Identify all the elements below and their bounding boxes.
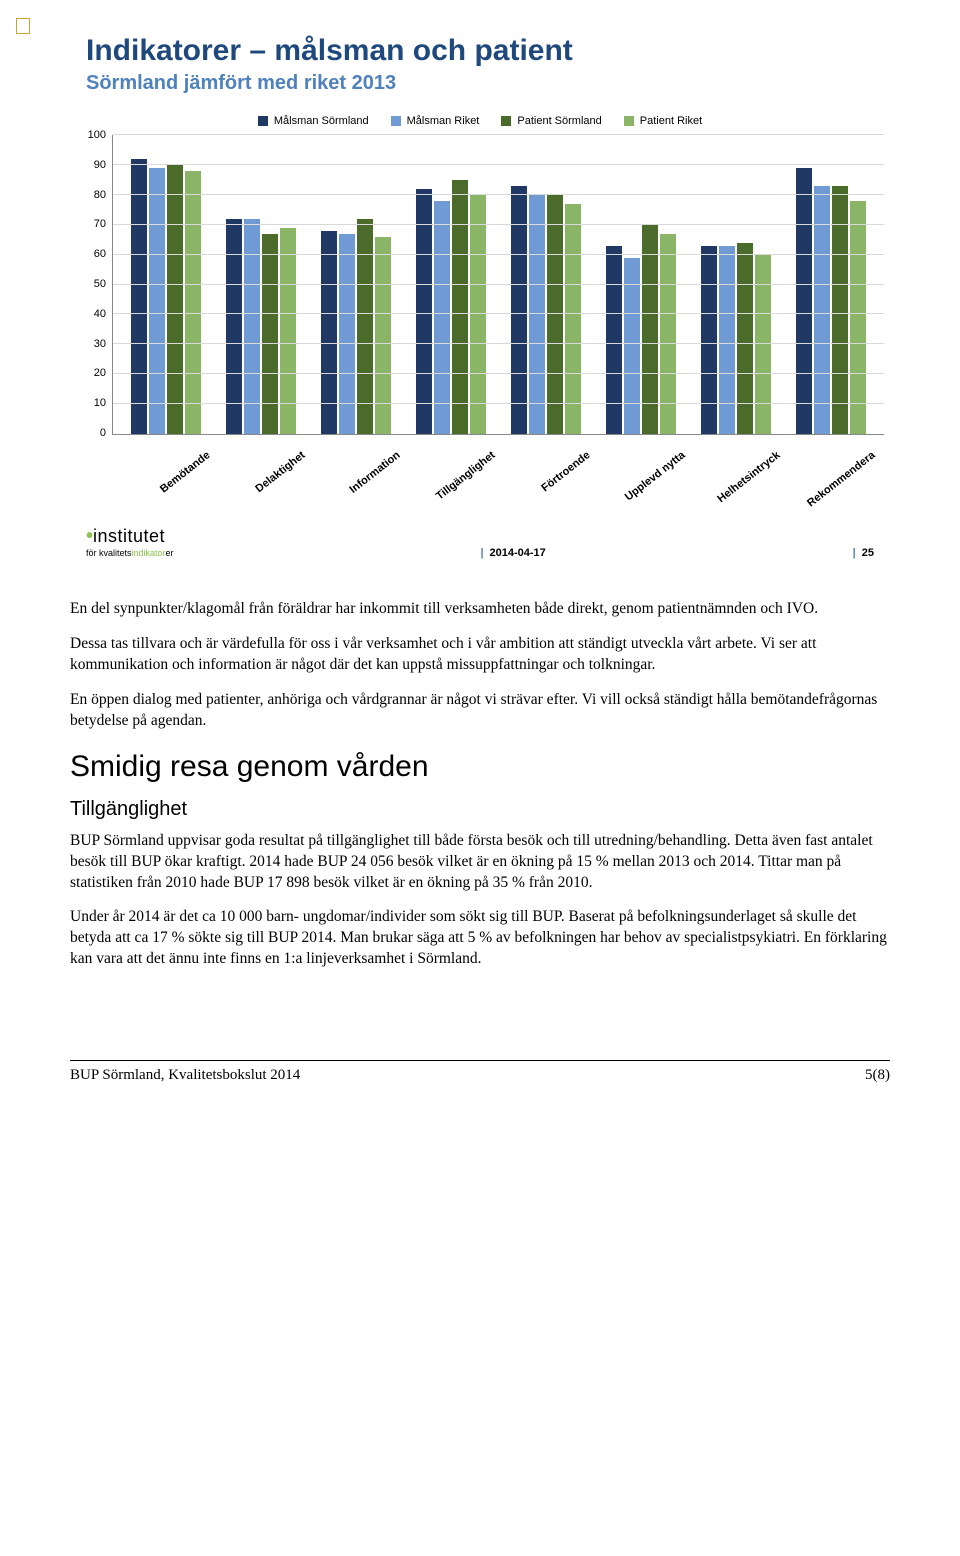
bar [606,246,622,434]
legend-item: Patient Sörmland [501,115,601,127]
bar [375,237,391,434]
annotation-icon [16,18,30,34]
legend-item: Målsman Riket [391,115,480,127]
bar [434,201,450,434]
bar [149,168,165,434]
paragraph: BUP Sörmland uppvisar goda resultat på t… [70,831,890,894]
legend-swatch [391,116,401,126]
paragraph: En del synpunkter/klagomål från föräldra… [70,599,890,620]
y-tick-label: 10 [76,397,106,409]
bar-group [783,135,878,434]
bar [547,195,563,434]
legend-swatch [501,116,511,126]
chart-subtitle: Sörmland jämfört med riket 2013 [86,72,874,95]
legend-label: Målsman Sörmland [274,115,369,127]
body-text: En del synpunkter/klagomål från föräldra… [70,599,890,970]
chart-date: |2014-04-17 [480,547,545,559]
bar [185,171,201,434]
plot-area [112,135,884,435]
chart-container: Indikatorer – målsman och patient Sörmla… [70,20,890,571]
footer-right: 5(8) [865,1067,890,1084]
section-heading: Smidig resa genom vården [70,750,890,784]
paragraph: Under år 2014 är det ca 10 000 barn- ung… [70,907,890,970]
bar [131,159,147,434]
legend-label: Patient Sörmland [517,115,601,127]
footer-left: BUP Sörmland, Kvalitetsbokslut 2014 [70,1067,300,1084]
bar [452,180,468,434]
bar [167,165,183,434]
y-tick-label: 50 [76,278,106,290]
bar [701,246,717,434]
bar [796,168,812,434]
bar [416,189,432,434]
bar-group [688,135,783,434]
subsection-heading: Tillgänglighet [70,798,890,821]
chart-title: Indikatorer – målsman och patient [86,34,874,68]
y-tick-label: 40 [76,308,106,320]
y-tick-label: 100 [76,129,106,141]
y-tick-label: 0 [76,427,106,439]
bar [737,243,753,434]
legend-label: Patient Riket [640,115,702,127]
y-tick-label: 80 [76,189,106,201]
y-tick-label: 60 [76,248,106,260]
paragraph: En öppen dialog med patienter, anhöriga … [70,690,890,732]
bar-group [404,135,499,434]
bar [470,195,486,434]
bar [850,201,866,434]
y-axis: 1009080706050403020100 [76,129,112,439]
y-tick-label: 20 [76,367,106,379]
bar-group [214,135,309,434]
bar [244,219,260,434]
y-tick-label: 70 [76,218,106,230]
bar [719,246,735,434]
bar-group [119,135,214,434]
legend-item: Målsman Sörmland [258,115,369,127]
y-tick-label: 90 [76,159,106,171]
chart-legend: Målsman Sörmland Målsman Riket Patient Sör… [76,97,884,135]
legend-swatch [624,116,634,126]
bar [226,219,242,434]
bar-group [499,135,594,434]
bar-group [593,135,688,434]
bar [529,195,545,434]
page-footer: BUP Sörmland, Kvalitetsbokslut 2014 5(8) [70,1060,890,1084]
bar [357,219,373,434]
x-axis: BemötandeDelaktighetInformationTillgängl… [112,439,884,513]
y-tick-label: 30 [76,338,106,350]
legend-item: Patient Riket [624,115,702,127]
bar [565,204,581,434]
legend-label: Målsman Riket [407,115,480,127]
paragraph: Dessa tas tillvara och är värdefulla för… [70,634,890,676]
bar-group [309,135,404,434]
legend-swatch [258,116,268,126]
